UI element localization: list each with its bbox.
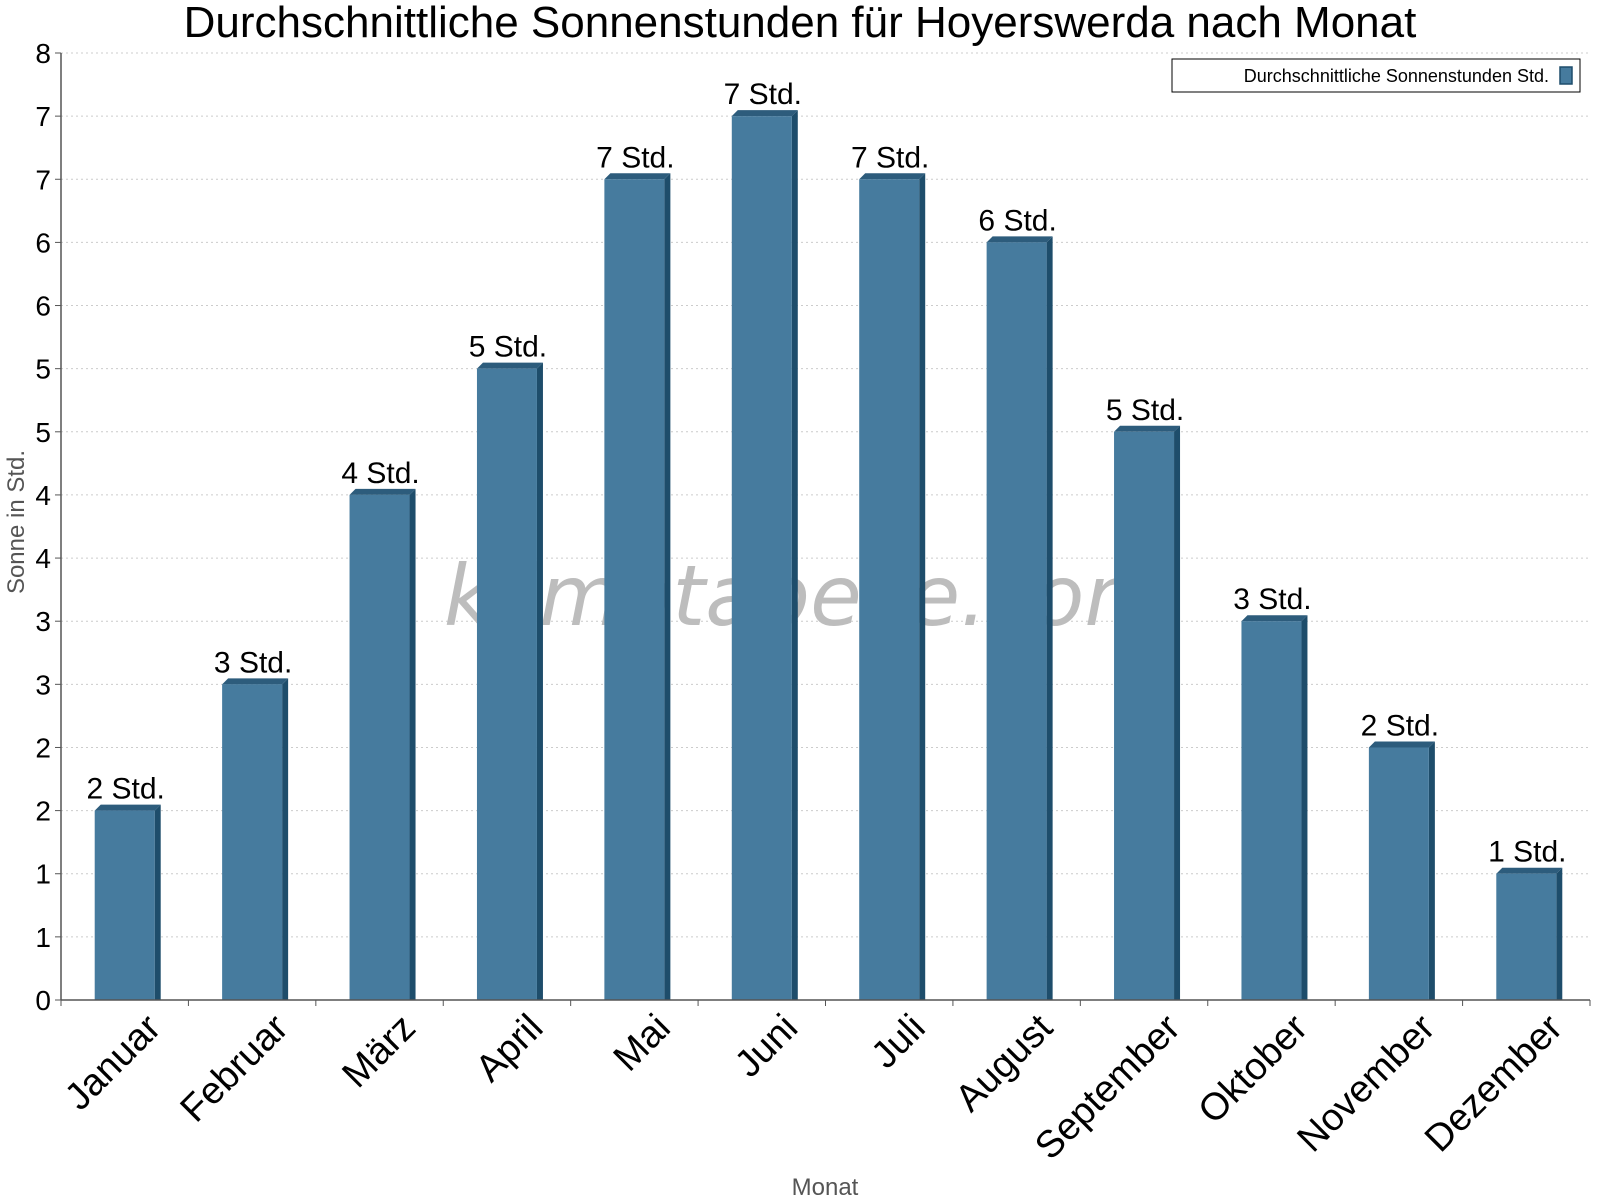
x-tick-label: Juni bbox=[727, 1007, 806, 1086]
bar bbox=[1496, 873, 1557, 1000]
bar-value-label: 3 Std. bbox=[1233, 583, 1311, 616]
bar-side bbox=[1174, 425, 1181, 1000]
y-tick-label: 2 bbox=[35, 732, 51, 763]
chart-title: Durchschnittliche Sonnenstunden für Hoye… bbox=[184, 0, 1417, 47]
bar-top bbox=[349, 488, 416, 495]
bar bbox=[222, 684, 283, 1000]
y-tick-label: 4 bbox=[35, 480, 51, 511]
bar-value-label: 2 Std. bbox=[87, 773, 165, 806]
x-tick-label: März bbox=[334, 1007, 423, 1096]
axes bbox=[55, 52, 1591, 1006]
bar-value-label: 1 Std. bbox=[1488, 836, 1566, 869]
bar-side bbox=[1301, 615, 1308, 1000]
x-tick-label: Dezember bbox=[1417, 1006, 1571, 1160]
bar-value-label: 3 Std. bbox=[214, 646, 292, 679]
legend-entry-label: Durchschnittliche Sonnenstunden Std. bbox=[1244, 66, 1549, 86]
bar-top bbox=[476, 362, 543, 369]
bar bbox=[349, 494, 410, 1000]
bar-top bbox=[731, 110, 798, 117]
bar bbox=[94, 810, 155, 1000]
x-tick-label: August bbox=[948, 1006, 1062, 1120]
bar-top bbox=[986, 236, 1053, 243]
x-tick-label: Februar bbox=[173, 1006, 297, 1130]
bar-value-label: 7 Std. bbox=[724, 78, 802, 111]
bar-side bbox=[1046, 236, 1053, 1000]
y-tick-label: 5 bbox=[35, 354, 51, 385]
bar-side bbox=[282, 678, 289, 1000]
y-tick-label: 6 bbox=[35, 291, 51, 322]
y-tick-label: 6 bbox=[35, 227, 51, 258]
y-tick-label: 3 bbox=[35, 606, 51, 637]
bar-top bbox=[94, 804, 161, 811]
y-tick-label: 3 bbox=[35, 669, 51, 700]
x-axis-label: Monat bbox=[792, 1174, 859, 1200]
bar-value-label: 4 Std. bbox=[341, 457, 419, 490]
y-tick-label: 1 bbox=[35, 859, 51, 890]
x-tick-label: Januar bbox=[57, 1006, 169, 1118]
bar-top bbox=[1241, 615, 1308, 622]
bar bbox=[731, 116, 792, 1001]
y-tick-label: 5 bbox=[35, 417, 51, 448]
bar-side bbox=[791, 110, 798, 1001]
bar-top bbox=[859, 173, 926, 180]
x-tick-label: Oktober bbox=[1191, 1006, 1317, 1132]
bar-top bbox=[1496, 867, 1563, 874]
bar-value-label: 7 Std. bbox=[851, 141, 929, 174]
y-tick-label: 7 bbox=[35, 164, 51, 195]
bar bbox=[1114, 431, 1175, 1000]
y-tick-label: 8 bbox=[35, 38, 51, 69]
bar-value-label: 5 Std. bbox=[1106, 394, 1184, 427]
y-tick-label: 0 bbox=[35, 985, 51, 1016]
bar-value-label: 7 Std. bbox=[596, 141, 674, 174]
bars bbox=[94, 110, 1563, 1001]
bar-value-label: 6 Std. bbox=[978, 204, 1056, 237]
y-axis-label: Sonne in Std. bbox=[3, 450, 30, 594]
bar bbox=[859, 179, 920, 1000]
watermark-text: klimatabelle.com bbox=[444, 547, 1167, 645]
bar bbox=[604, 179, 665, 1000]
bar-value-label: 2 Std. bbox=[1361, 709, 1439, 742]
x-tick-label: Mai bbox=[606, 1007, 679, 1080]
y-tick-label: 1 bbox=[35, 922, 51, 953]
bar bbox=[1368, 747, 1429, 1000]
bar-top bbox=[1114, 425, 1181, 432]
bar-side bbox=[664, 173, 671, 1000]
y-tick-label: 2 bbox=[35, 796, 51, 827]
y-tick-label: 7 bbox=[35, 101, 51, 132]
legend-box bbox=[1171, 58, 1581, 93]
legend: Durchschnittliche Sonnenstunden Std. bbox=[1171, 58, 1581, 93]
legend-swatch bbox=[1559, 66, 1573, 85]
bar-top bbox=[604, 173, 671, 180]
bar-side bbox=[536, 362, 543, 1001]
bar-side bbox=[154, 804, 161, 1000]
grid-lines bbox=[61, 52, 1590, 938]
bar-value-label: 5 Std. bbox=[469, 331, 547, 364]
bar-side bbox=[409, 488, 416, 1000]
bar-top bbox=[222, 678, 289, 685]
bar-top bbox=[1368, 741, 1435, 748]
bar-side bbox=[919, 173, 926, 1000]
bar-side bbox=[1556, 867, 1563, 1000]
x-tick-label: Juli bbox=[864, 1007, 934, 1077]
x-tick-label: November bbox=[1290, 1006, 1444, 1160]
y-tick-label: 4 bbox=[35, 543, 51, 574]
bar bbox=[986, 242, 1047, 1000]
bar bbox=[476, 368, 537, 1001]
bar-side bbox=[1428, 741, 1435, 1000]
bar bbox=[1241, 621, 1302, 1000]
x-tick-label: April bbox=[468, 1007, 551, 1090]
